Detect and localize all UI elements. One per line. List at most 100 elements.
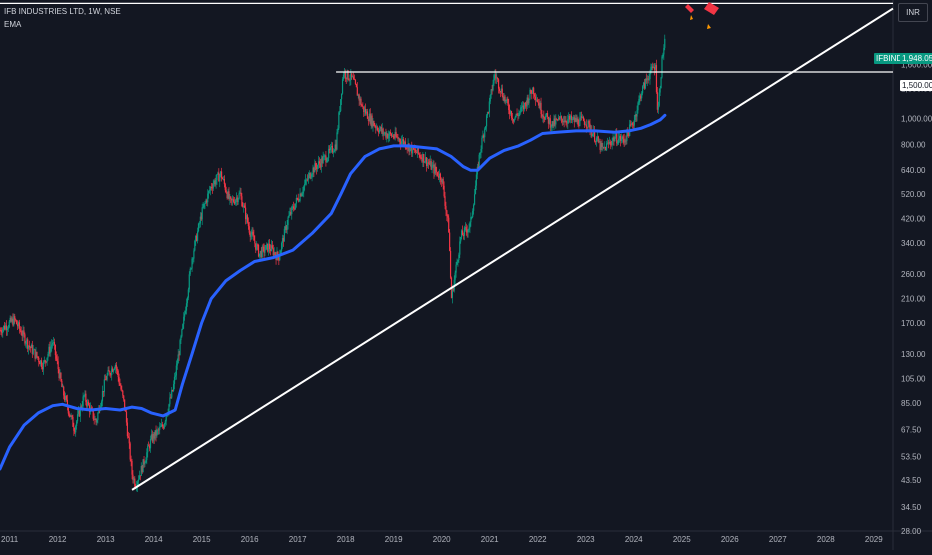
candle-body [75, 425, 77, 433]
candle-body [299, 193, 301, 201]
candle-body [333, 150, 335, 153]
candle-body [201, 207, 203, 220]
candle-body [246, 215, 249, 223]
candle-body [187, 289, 189, 298]
candle-body [304, 183, 306, 187]
candle-body [566, 122, 568, 124]
price-axis-tick-label: 53.50 [901, 452, 922, 461]
candle-body [40, 360, 43, 367]
candle-body [9, 317, 11, 322]
candle-body [278, 257, 280, 261]
candle-body [618, 135, 621, 139]
candle-body [235, 197, 237, 201]
candle-body [12, 318, 14, 326]
candle-body [226, 192, 228, 199]
candle-body [642, 82, 645, 87]
candle-body [154, 430, 156, 439]
candle-body [161, 424, 164, 427]
candle-body [597, 136, 599, 143]
candle-body [372, 120, 374, 127]
candle-body [570, 115, 573, 121]
candle-body [491, 89, 493, 91]
candle-body [124, 399, 126, 409]
candle-body [349, 79, 351, 81]
symbol-title[interactable]: IFB INDUSTRIES LTD, 1W, NSE [4, 7, 121, 16]
candle-body [298, 200, 300, 202]
candle-body [355, 83, 357, 88]
candle-body [208, 191, 210, 194]
candle-body [302, 191, 304, 194]
candle-body [269, 248, 272, 251]
candle-body [108, 370, 110, 372]
candle-body [117, 370, 119, 378]
ema-indicator-label[interactable]: EMA [4, 20, 22, 29]
candle-body [373, 120, 375, 126]
candle-body [270, 245, 273, 251]
candle-body [474, 185, 477, 195]
candle-body [72, 416, 74, 427]
candle-body [142, 459, 144, 473]
candle-body [95, 418, 97, 423]
candle-body [664, 38, 666, 48]
time-axis-tick-label: 2020 [433, 535, 451, 544]
candle-body [80, 406, 82, 409]
candle-body [78, 410, 81, 417]
candle-body [535, 99, 538, 101]
candle-body [184, 313, 186, 317]
support-trendline[interactable] [131, 7, 894, 491]
candle-body [526, 97, 528, 107]
candle-body [73, 426, 75, 431]
candle-body [490, 89, 492, 96]
candle-body [13, 316, 15, 326]
candle-body [354, 79, 357, 84]
ema-line[interactable] [0, 113, 667, 471]
pencil-icon[interactable] [704, 2, 719, 15]
candle-body [321, 158, 323, 164]
candle-body [498, 88, 501, 91]
candle-body [188, 274, 190, 290]
candle-body [639, 95, 641, 100]
candle-body [227, 191, 229, 199]
candle-body [41, 366, 44, 370]
candle-body [383, 133, 385, 135]
candle-body [219, 175, 221, 182]
candle-body [286, 224, 288, 230]
price-axis-tick-label: 210.00 [901, 295, 926, 304]
candle-body [521, 105, 524, 107]
candle-body [419, 154, 421, 158]
candle-body [495, 74, 497, 79]
time-axis-tick-label: 2029 [865, 535, 883, 544]
candle-body [482, 135, 484, 138]
candle-body [362, 106, 364, 108]
candle-body [329, 148, 331, 151]
candle-body [17, 322, 20, 327]
candle-body [249, 232, 251, 237]
candle-body [575, 117, 577, 122]
candle-body [645, 78, 647, 81]
candle-body [206, 200, 208, 203]
candle-body [345, 77, 347, 79]
candle-body [513, 118, 515, 122]
candle-body [493, 75, 495, 84]
candle-body [547, 116, 550, 124]
candle-body [59, 372, 61, 379]
candle-body [147, 445, 149, 453]
candle-body [292, 206, 294, 208]
level-price-pill: 1,500.00 [900, 80, 932, 91]
candle-body [197, 223, 200, 232]
candle-body [196, 235, 198, 241]
candle-body [380, 126, 382, 132]
candle-body [46, 357, 48, 363]
candle-body [128, 437, 130, 444]
candle-body [214, 180, 216, 185]
candle-body [635, 114, 637, 117]
candle-body [230, 196, 232, 199]
candle-body [437, 175, 440, 178]
currency-button[interactable]: INR [898, 3, 928, 22]
candle-body [146, 452, 148, 461]
candle-body [60, 372, 62, 381]
candle-body [428, 163, 430, 165]
pencil-icon[interactable] [685, 4, 694, 13]
